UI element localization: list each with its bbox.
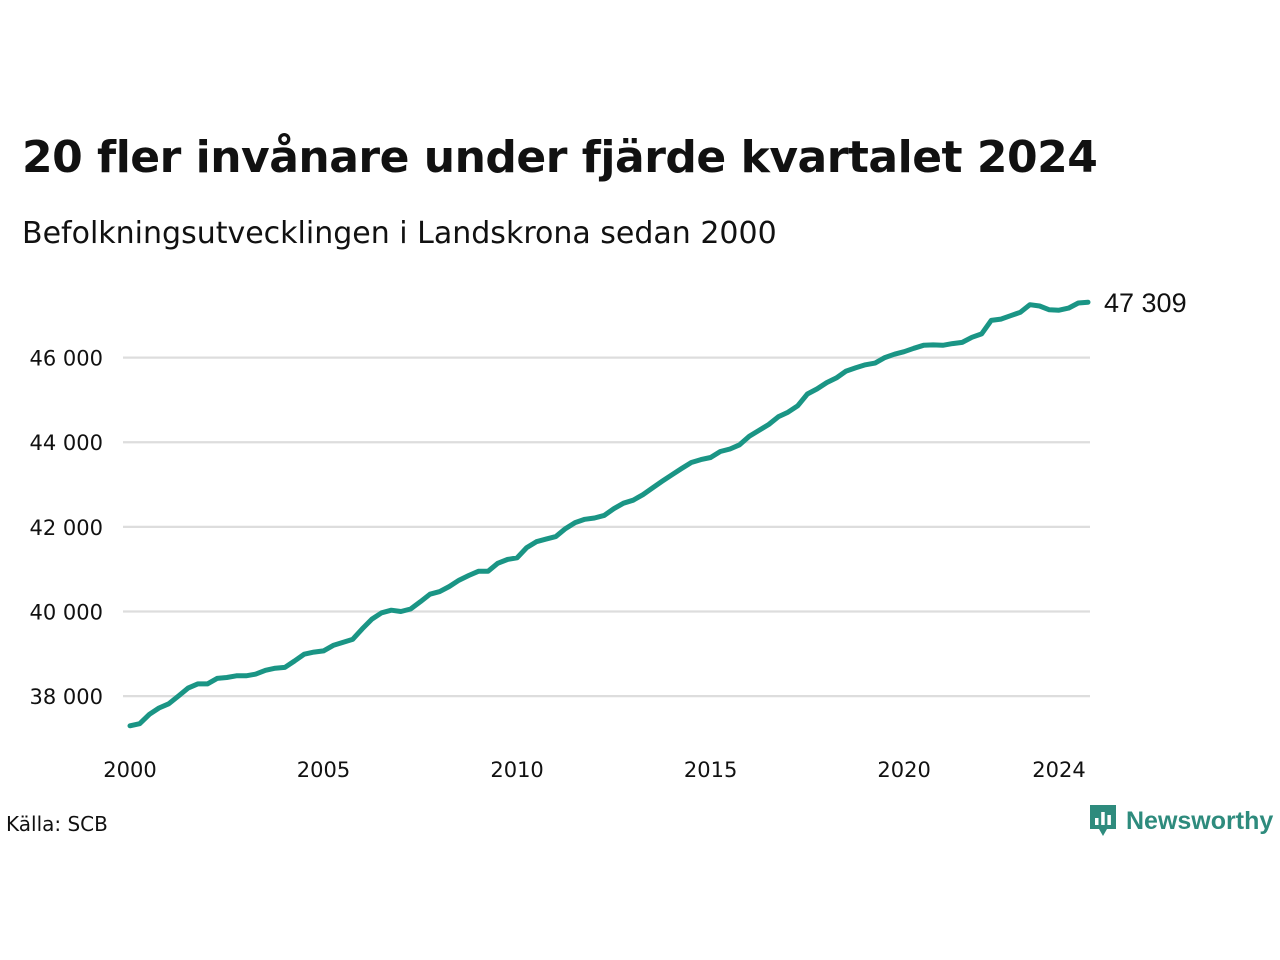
chart-subtitle: Befolkningsutvecklingen i Landskrona sed… bbox=[22, 216, 777, 251]
y-tick-label: 46 000 bbox=[30, 347, 103, 371]
y-tick-label: 38 000 bbox=[30, 685, 103, 709]
newsworthy-logo-icon bbox=[1090, 805, 1116, 836]
end-label-layer: 47 309 bbox=[1104, 288, 1187, 318]
gridlines bbox=[123, 356, 1090, 698]
x-tick-label: 2000 bbox=[103, 758, 156, 782]
y-tick-label: 44 000 bbox=[30, 431, 103, 455]
y-tick-label: 42 000 bbox=[30, 516, 103, 540]
source-note: Källa: SCB bbox=[6, 812, 108, 836]
y-axis-tick-labels: 38 000 40 000 42 000 44 000 46 000 bbox=[30, 347, 103, 710]
series-layer bbox=[127, 299, 1091, 729]
x-tick-label: 2010 bbox=[490, 758, 543, 782]
x-tick-label: 2015 bbox=[684, 758, 737, 782]
brand-name: Newsworthy bbox=[1126, 806, 1274, 835]
x-tick-label: 2024 bbox=[1032, 758, 1085, 782]
x-tick-label: 2005 bbox=[297, 758, 350, 782]
x-tick-label: 2020 bbox=[877, 758, 930, 782]
brand-logo[interactable]: Newsworthy bbox=[1088, 803, 1273, 839]
y-tick-label: 40 000 bbox=[30, 601, 103, 625]
x-axis-tick-labels: 2000 2005 2010 2015 2020 2024 bbox=[103, 758, 1085, 782]
chart-title: 20 fler invånare under fjärde kvartalet … bbox=[22, 132, 1098, 183]
series-line bbox=[127, 299, 1091, 729]
end-value-label: 47 309 bbox=[1104, 288, 1187, 318]
